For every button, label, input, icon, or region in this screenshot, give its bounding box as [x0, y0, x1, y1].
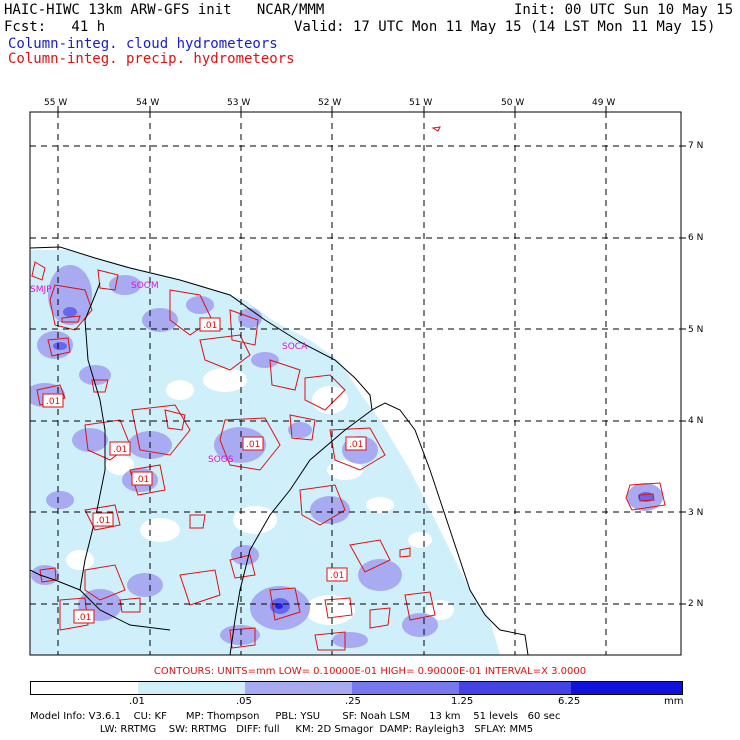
- model-info-line2: LW: RRTMG SW: RRTMG DIFF: full KM: 2D Sm…: [30, 724, 534, 735]
- colorbar-label: .05: [236, 696, 252, 707]
- contour-label: .01: [330, 571, 344, 581]
- lat-label-6n: 6 N: [688, 233, 704, 243]
- colorbar-seg-5: [571, 682, 682, 694]
- lon-label-50w: 50 W: [501, 98, 525, 108]
- cloud-field-mid: [30, 265, 663, 648]
- forecast-hour: Fcst: 41 h: [4, 19, 106, 35]
- lat-label-5n: 5 N: [688, 325, 704, 335]
- contour-label: .01: [77, 613, 91, 623]
- lon-label-54w: 54 W: [136, 98, 160, 108]
- station-soos: SOOS: [208, 455, 234, 465]
- station-soca: SOCA: [282, 342, 308, 352]
- legend-precip: Column-integ. precip. hydrometeors: [8, 51, 295, 67]
- colorbar-label: 6.25: [558, 696, 581, 707]
- lon-label-53w: 53 W: [227, 98, 251, 108]
- colorbar-label: .01: [129, 696, 145, 707]
- contour-label: .01: [46, 397, 60, 407]
- chart-title: HAIC-HIWC 13km ARW-GFS init NCAR/MMM: [4, 2, 325, 18]
- colorbar-label: .25: [345, 696, 361, 707]
- lat-label-7n: 7 N: [688, 141, 704, 151]
- contours-info: CONTOURS: UNITS=mm LOW= 0.10000E-01 HIGH…: [153, 666, 587, 677]
- contour-label: .01: [246, 440, 260, 450]
- model-info-line1: Model Info: V3.6.1 CU: KF MP: Thompson P…: [30, 711, 561, 722]
- station-soom: SOOM: [131, 281, 159, 291]
- lon-label-49w: 49 W: [592, 98, 616, 108]
- colorbar-seg-3: [352, 682, 459, 694]
- station-labels: SMJP SOOM SOCA SOOS: [30, 281, 308, 465]
- map-ticks: [57, 106, 686, 605]
- colorbar-seg-1: [138, 682, 245, 694]
- contour-label-boxes: [42, 317, 367, 624]
- cloud-field-light: [30, 250, 500, 655]
- contour-label: .01: [203, 321, 217, 331]
- lat-label-3n: 3 N: [688, 508, 704, 518]
- station-smjp: SMJP: [30, 285, 52, 295]
- lon-label-55w: 55 W: [44, 98, 68, 108]
- lon-label-52w: 52 W: [318, 98, 342, 108]
- colorbar-seg-2: [245, 682, 352, 694]
- map-frame: [29, 111, 682, 656]
- contour-label: .01: [113, 445, 127, 455]
- graticule: [30, 112, 681, 655]
- contour-label: .01: [96, 516, 110, 526]
- coastline: [30, 246, 529, 655]
- contour-label: .01: [135, 475, 149, 485]
- init-time: Init: 00 UTC Sun 10 May 15: [514, 2, 734, 18]
- contour-label: .01: [349, 440, 363, 450]
- colorbar-seg-0: [31, 682, 138, 694]
- colorbar-unit: mm: [664, 696, 684, 707]
- precip-contours: [31, 126, 666, 651]
- lat-label-2n: 2 N: [688, 599, 704, 609]
- valid-time: Valid: 17 UTC Mon 11 May 15 (14 LST Mon …: [294, 19, 716, 35]
- colorbar: [30, 681, 683, 695]
- lat-label-4n: 4 N: [688, 416, 704, 426]
- legend-cloud: Column-integ. cloud hydrometeors: [8, 36, 278, 52]
- colorbar-seg-4: [459, 682, 571, 694]
- colorbar-label: 1.25: [451, 696, 474, 707]
- lon-label-51w: 51 W: [409, 98, 433, 108]
- contour-labels: .01 .01 .01 .01 .01 .01 .01 .01 .01: [46, 321, 363, 623]
